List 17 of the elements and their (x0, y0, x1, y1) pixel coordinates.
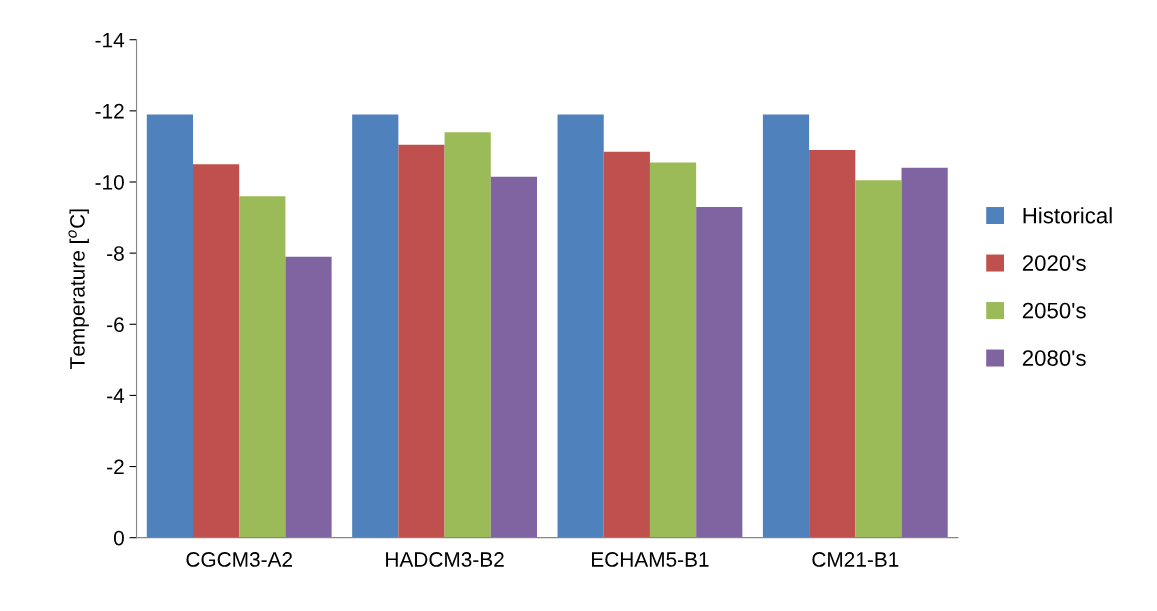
x-tick-label: HADCM3-B2 (386, 552, 504, 567)
y-tick-label: 0 (113, 530, 124, 546)
y-tick-label: -12 (95, 103, 124, 119)
y-tick-label: -10 (95, 174, 124, 190)
x-tick-label: CM21-B1 (812, 552, 899, 567)
x-tick-label: ECHAM5-B1 (592, 552, 709, 567)
y-tick-label: -8 (107, 246, 124, 261)
y-tick-label: -6 (107, 317, 124, 333)
y-tick-label: -14 (95, 32, 125, 48)
y-tick-label: -4 (107, 388, 125, 403)
y-axis-title: Temperature [$^{o}$C] (68, 209, 89, 369)
legend-label: 2080's (1022, 350, 1086, 366)
legend-label: 2050's (1022, 302, 1086, 319)
y-tick-label: -2 (107, 459, 124, 475)
legend-label: Historical (1023, 207, 1112, 224)
x-tick-label: CGCM3-A2 (186, 552, 292, 567)
legend-label: 2020's (1022, 255, 1086, 271)
